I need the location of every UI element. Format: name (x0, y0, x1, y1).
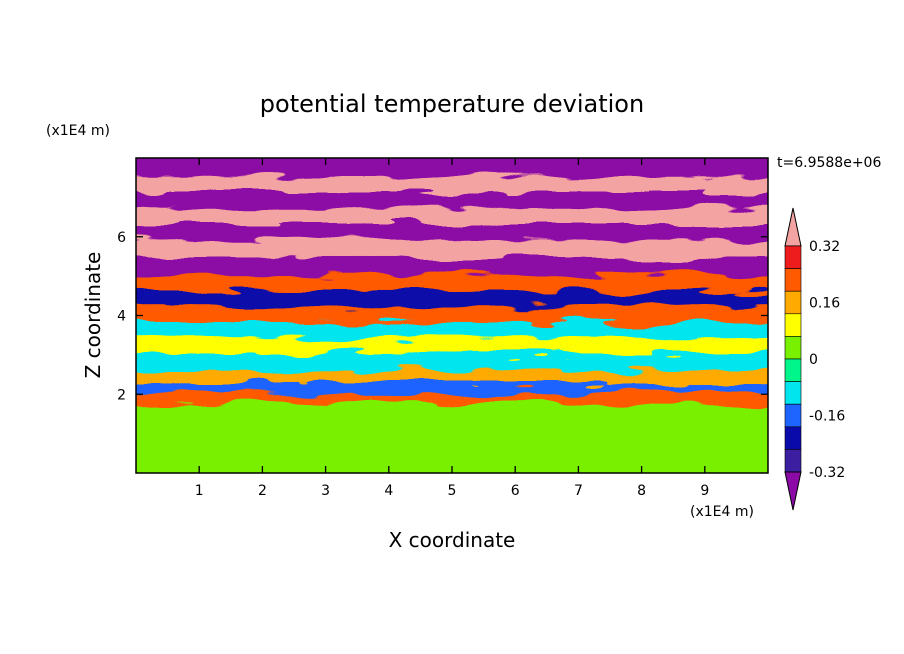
colorbar-segment (784, 336, 802, 360)
x-tick-label: 2 (258, 483, 267, 499)
x-tick-label: 6 (511, 483, 520, 499)
time-label: t=6.9588e+06 (777, 155, 881, 171)
colorbar-segment (784, 358, 802, 382)
y-tick-label: 6 (117, 230, 126, 246)
x-tick-label: 8 (637, 483, 646, 499)
y-axis-title: Z coordinate (81, 252, 105, 379)
colorbar-segment (784, 313, 802, 337)
colorbar: 0.32 0.16 0 -0.16 -0.32 (784, 207, 845, 511)
x-tick-label: 4 (384, 483, 393, 499)
y-tick-label: 2 (117, 387, 126, 403)
colorbar-label: 0 (809, 352, 818, 368)
chart-title: potential temperature deviation (260, 90, 644, 118)
x-unit-label: (x1E4 m) (690, 504, 754, 520)
colorbar-label: 0.16 (809, 296, 840, 312)
x-tick-label: 5 (448, 483, 457, 499)
colorbar-segment (784, 426, 802, 450)
colorbar-extend-top (784, 207, 802, 247)
plot-area (136, 158, 768, 473)
x-axis: 1 2 3 4 5 6 7 8 9 (195, 158, 709, 499)
colorbar-extend-bottom (784, 471, 802, 511)
colorbar-label: -0.32 (809, 465, 845, 481)
y-unit-label: (x1E4 m) (46, 123, 110, 139)
colorbar-segment (784, 449, 802, 473)
x-tick-label: 1 (195, 483, 204, 499)
x-tick-label: 7 (574, 483, 583, 499)
colorbar-segment (784, 290, 802, 315)
y-axis: 2 4 6 (117, 230, 768, 403)
y-tick-label: 4 (117, 309, 126, 325)
colorbar-segment (784, 403, 802, 428)
colorbar-segment (784, 245, 802, 269)
contour-band (136, 158, 768, 177)
colorbar-label: 0.32 (809, 239, 840, 255)
colorbar-label: -0.16 (809, 409, 845, 425)
colorbar-segment (784, 268, 802, 292)
colorbar-segment (784, 381, 802, 405)
x-tick-label: 3 (321, 483, 330, 499)
x-axis-title: X coordinate (389, 528, 516, 552)
x-tick-label: 9 (700, 483, 709, 499)
contour-field (136, 158, 768, 473)
